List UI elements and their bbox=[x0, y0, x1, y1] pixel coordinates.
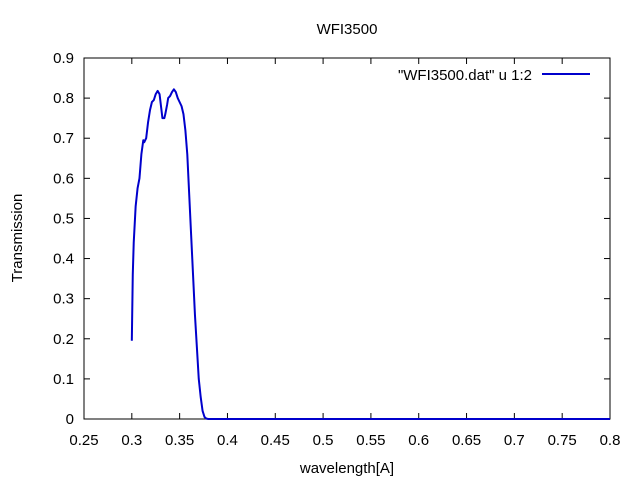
y-tick-label: 0 bbox=[66, 411, 74, 428]
x-tick-label: 0.7 bbox=[504, 432, 525, 449]
y-axis-ticks: 0 0.1 0.2 0.3 0.4 0.5 0.6 0.7 0.8 0.9 bbox=[53, 50, 610, 428]
x-tick-label: 0.65 bbox=[452, 432, 481, 449]
y-tick-label: 0.8 bbox=[53, 90, 74, 107]
plot-frame bbox=[83, 57, 611, 420]
x-tick-label: 0.4 bbox=[217, 432, 238, 449]
x-tick-label: 0.5 bbox=[313, 432, 334, 449]
x-axis-label: wavelength[A] bbox=[299, 460, 394, 477]
x-tick-label: 0.6 bbox=[408, 432, 429, 449]
x-tick-label: 0.75 bbox=[548, 432, 577, 449]
y-tick-label: 0.3 bbox=[53, 291, 74, 308]
chart-title: WFI3500 bbox=[317, 21, 378, 38]
y-tick-label: 0.1 bbox=[53, 371, 74, 388]
series-line bbox=[130, 88, 610, 420]
x-tick-label: 0.8 bbox=[600, 432, 621, 449]
legend-label: "WFI3500.dat" u 1:2 bbox=[398, 67, 532, 84]
y-axis-label: Transmission bbox=[9, 194, 26, 283]
y-tick-label: 0.5 bbox=[53, 210, 74, 227]
legend: "WFI3500.dat" u 1:2 bbox=[398, 67, 590, 84]
x-tick-label: 0.25 bbox=[69, 432, 98, 449]
y-tick-label: 0.2 bbox=[53, 331, 74, 348]
y-tick-label: 0.7 bbox=[53, 130, 74, 147]
x-tick-label: 0.55 bbox=[356, 432, 385, 449]
x-tick-label: 0.45 bbox=[261, 432, 290, 449]
x-tick-label: 0.35 bbox=[165, 432, 194, 449]
x-tick-label: 0.3 bbox=[121, 432, 142, 449]
x-axis-ticks: 0.25 0.3 0.35 0.4 0.45 0.5 0.55 0.6 0.65 0.7 0.75 0… bbox=[69, 58, 620, 449]
y-tick-label: 0.6 bbox=[53, 170, 74, 187]
y-tick-label: 0.4 bbox=[53, 251, 74, 268]
y-tick-label: 0.9 bbox=[53, 50, 74, 67]
series-lines bbox=[130, 88, 610, 420]
